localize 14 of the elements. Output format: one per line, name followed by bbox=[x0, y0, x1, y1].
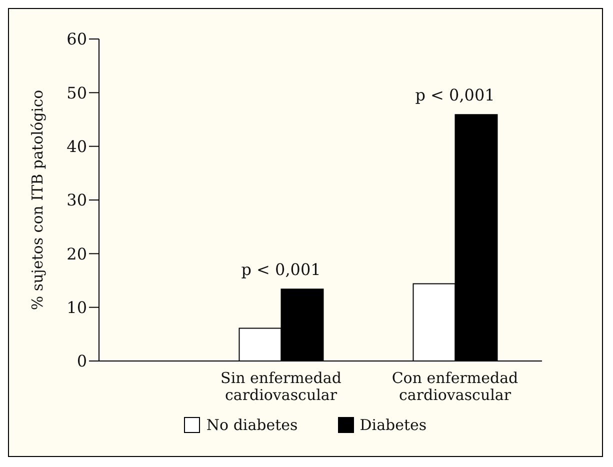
y-tick-label: 50 bbox=[66, 83, 87, 102]
y-tick-label: 20 bbox=[66, 244, 87, 264]
y-tick-label: 40 bbox=[66, 137, 87, 156]
annotation: p < 0,001 bbox=[241, 260, 321, 280]
legend-label: No diabetes bbox=[206, 416, 298, 434]
x-tick-label: Sin enfermedad cardiovascular bbox=[220, 369, 342, 404]
x-tick-label: Con enfermedad cardiovascular bbox=[392, 369, 519, 404]
y-axis-title: % sujetos con ITB patológico bbox=[28, 90, 46, 310]
annotation: p < 0,001 bbox=[415, 86, 495, 105]
y-tick-label: 60 bbox=[66, 30, 87, 49]
y-tick-label: 30 bbox=[66, 190, 87, 210]
legend-label: Diabetes bbox=[360, 416, 427, 434]
y-tick-label: 10 bbox=[66, 298, 87, 318]
y-tick-label: 0 bbox=[76, 352, 87, 371]
